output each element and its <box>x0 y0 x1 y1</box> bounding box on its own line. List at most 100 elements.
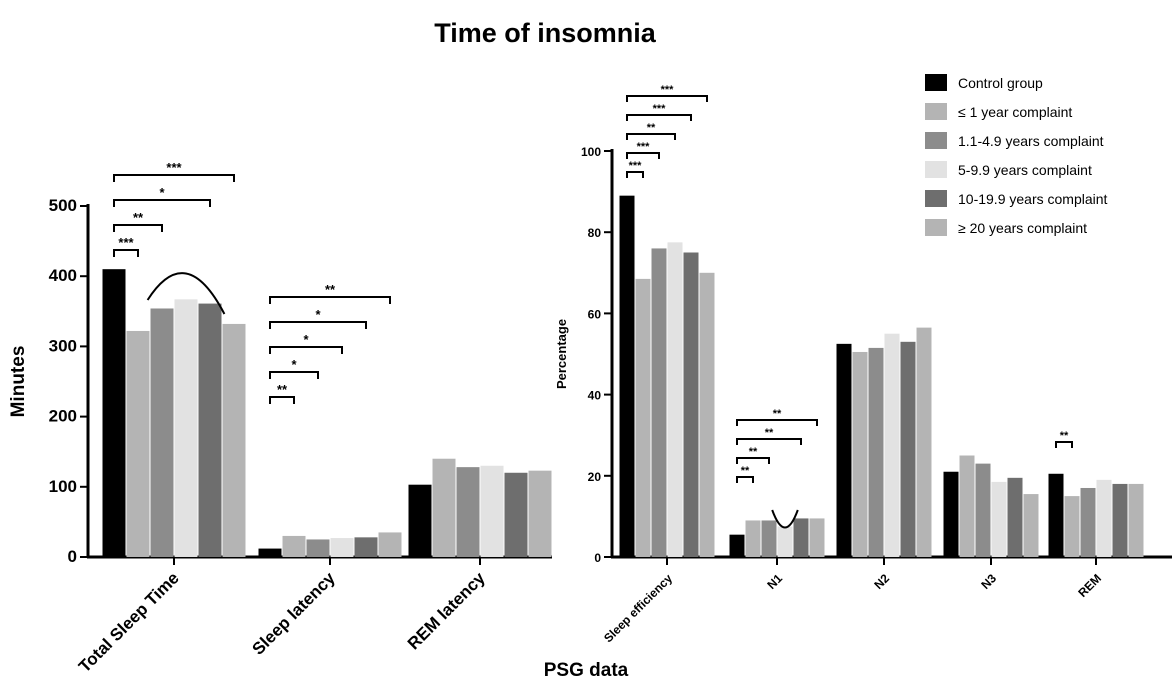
significance-bracket <box>626 114 692 121</box>
significance-label: * <box>159 185 165 200</box>
significance-bracket <box>626 133 676 140</box>
significance-bracket <box>269 321 367 329</box>
bar-rem-latency-series-0 <box>408 484 432 557</box>
figure-title: Time of insomnia <box>434 18 657 48</box>
significance-label: ** <box>749 446 758 458</box>
bar-sleep-efficiency-series-1 <box>635 278 651 557</box>
significance-label: * <box>291 357 297 372</box>
bar-rem-series-5 <box>1128 483 1144 557</box>
category-label-n3: N3 <box>978 571 999 592</box>
group-arc <box>146 272 226 315</box>
legend-swatch-1 <box>925 103 947 120</box>
legend: Control group ≤ 1 year complaint 1.1-4.9 y… <box>925 74 1108 236</box>
bar-rem-series-3 <box>1096 479 1112 557</box>
bar-n2-series-2 <box>868 347 884 557</box>
bar-total-sleep-time-series-3 <box>174 299 198 557</box>
bar-n2-series-3 <box>884 333 900 557</box>
y-axis-title: Percentage <box>554 319 569 389</box>
bar-n2-series-0 <box>836 343 852 557</box>
legend-label-4: 10-19.9 years complaint <box>958 191 1108 207</box>
category-label-n2: N2 <box>871 571 892 592</box>
significance-bracket <box>113 199 211 207</box>
significance-label: ** <box>133 210 144 225</box>
bar-n1-series-0 <box>729 534 745 557</box>
legend-label-2: 1.1-4.9 years complaint <box>958 133 1104 149</box>
bar-n3-series-4 <box>1007 477 1023 557</box>
significance-bracket <box>736 457 770 464</box>
left-chart: 0 100 200 300 400 500 Minutes Total Sleep Time S… <box>8 160 552 676</box>
significance-label: ** <box>1060 430 1069 442</box>
significance-label: ** <box>741 465 750 477</box>
significance-bracket <box>113 249 139 257</box>
significance-bracket <box>626 95 708 102</box>
y-tick-label: 40 <box>588 389 602 403</box>
y-tick-label: 200 <box>49 407 77 426</box>
significance-bracket <box>626 171 644 178</box>
bar-n1-series-4 <box>793 518 809 557</box>
bar-n2-series-1 <box>852 351 868 557</box>
bar-n1-series-1 <box>745 520 761 557</box>
significance-label: *** <box>661 84 675 96</box>
significance-bracket <box>269 371 319 379</box>
significance-bracket <box>269 396 295 404</box>
legend-swatch-0 <box>925 74 947 91</box>
bar-sleep-latency-series-4 <box>354 537 378 557</box>
bar-sleep-efficiency-series-2 <box>651 248 667 557</box>
significance-bracket <box>1055 441 1073 448</box>
legend-swatch-3 <box>925 161 947 178</box>
significance-label: ** <box>325 282 336 297</box>
y-axis-title: Minutes <box>8 346 29 418</box>
bar-total-sleep-time-series-2 <box>150 308 174 557</box>
bar-total-sleep-time-series-1 <box>126 330 150 557</box>
significance-bracket <box>626 152 660 159</box>
bar-sleep-efficiency-series-4 <box>683 252 699 557</box>
y-tick-label: 80 <box>588 226 602 240</box>
category-label-sleep-efficiency: Sleep efficiency <box>601 571 675 645</box>
bar-n3-series-1 <box>959 455 975 557</box>
bar-n1-series-5 <box>809 518 825 557</box>
legend-swatch-2 <box>925 132 947 149</box>
significance-label: *** <box>118 235 134 250</box>
bar-n2-series-5 <box>916 327 932 557</box>
right-chart: 0 20 40 60 80 100 Percentage Sleep efficiency N1… <box>554 84 1172 645</box>
category-label-rem: REM <box>1075 571 1104 600</box>
y-tick-label: 100 <box>49 477 77 496</box>
significance-label: *** <box>637 141 651 153</box>
bar-sleep-latency-series-3 <box>330 538 354 557</box>
legend-swatch-4 <box>925 190 947 207</box>
bar-total-sleep-time-series-4 <box>198 303 222 557</box>
bar-total-sleep-time-series-5 <box>222 323 246 557</box>
bar-rem-latency-series-3 <box>480 465 504 557</box>
bar-rem-series-0 <box>1048 473 1064 557</box>
significance-label: *** <box>653 103 667 115</box>
bar-sleep-latency-series-1 <box>282 535 306 557</box>
significance-label: ** <box>773 408 782 420</box>
bar-rem-latency-series-2 <box>456 467 480 557</box>
bar-n3-series-2 <box>975 463 991 557</box>
y-tick-label: 60 <box>588 307 602 321</box>
significance-bracket <box>269 296 391 304</box>
x-axis-title: PSG data <box>544 660 629 681</box>
legend-label-5: ≥ 20 years complaint <box>958 220 1087 236</box>
bar-rem-latency-series-5 <box>528 470 552 557</box>
significance-label: ** <box>647 122 656 134</box>
significance-bracket <box>736 419 818 426</box>
bar-n3-series-5 <box>1023 494 1039 557</box>
group-arc <box>771 509 799 529</box>
bar-sleep-latency-series-0 <box>258 548 282 557</box>
bar-sleep-efficiency-series-3 <box>667 242 683 557</box>
significance-bracket <box>113 174 235 182</box>
y-tick-label: 0 <box>68 547 77 566</box>
bar-sleep-latency-series-5 <box>378 532 402 557</box>
bar-n2-series-4 <box>900 341 916 557</box>
category-label-rem-latency: REM latency <box>404 568 489 653</box>
bar-n1-series-2 <box>761 520 777 557</box>
significance-label: * <box>303 332 309 347</box>
bar-n3-series-3 <box>991 481 1007 557</box>
legend-label-0: Control group <box>958 75 1043 91</box>
legend-label-1: ≤ 1 year complaint <box>958 104 1072 120</box>
significance-label: ** <box>277 382 288 397</box>
bar-total-sleep-time-series-0 <box>102 269 126 557</box>
category-label-total-sleep-time: Total Sleep Time <box>75 568 183 676</box>
